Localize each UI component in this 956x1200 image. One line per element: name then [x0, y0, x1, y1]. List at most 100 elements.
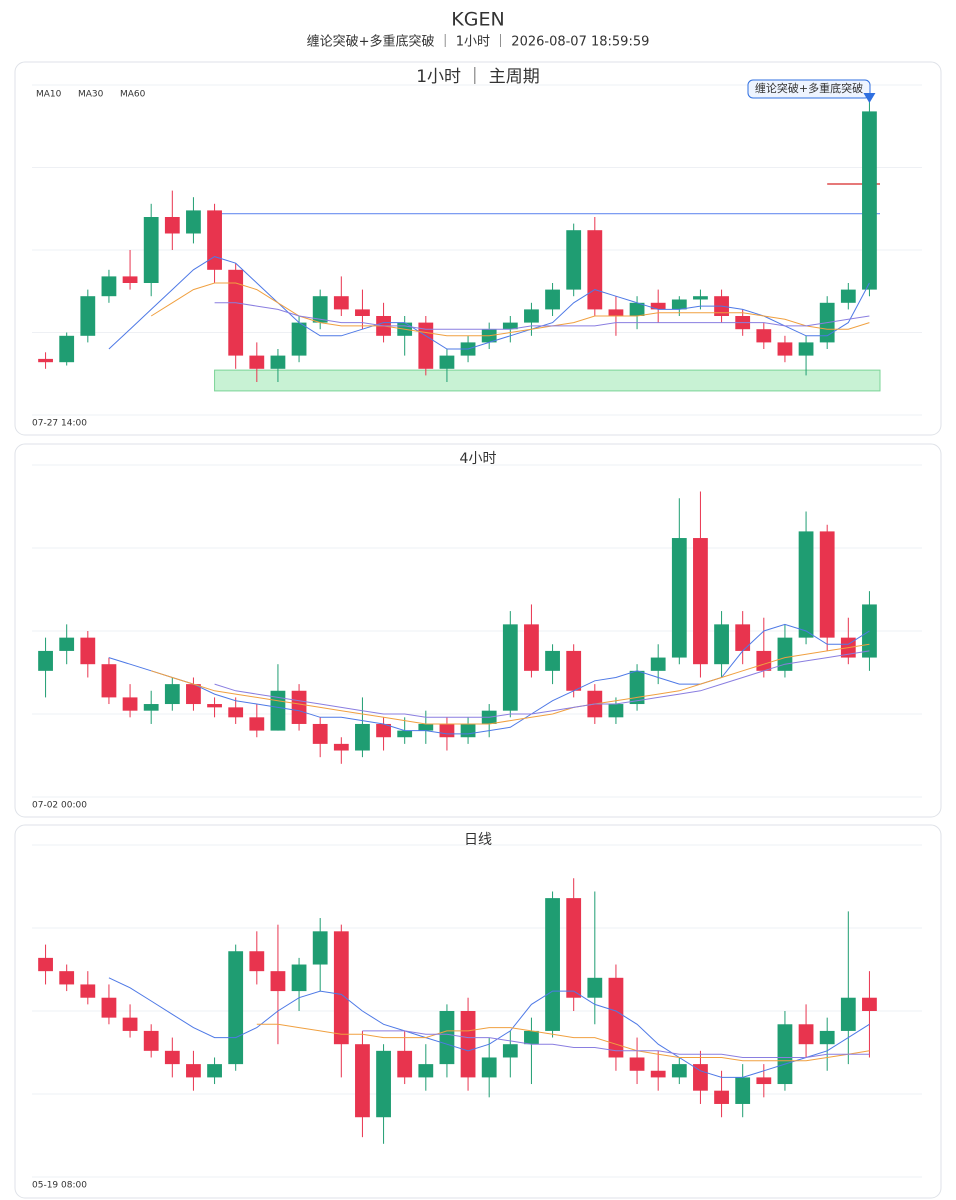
- candle-body: [418, 723, 434, 731]
- candle-body: [38, 650, 53, 671]
- candle-body: [80, 984, 96, 998]
- ma-line: [150, 282, 870, 337]
- candle-body: [502, 1044, 518, 1058]
- candle-body: [333, 296, 349, 310]
- candle-body: [608, 977, 624, 1058]
- candle-body: [777, 1024, 793, 1085]
- candle-body: [502, 322, 518, 330]
- candle-body: [164, 217, 180, 234]
- candle-body: [798, 531, 814, 638]
- candle-body: [439, 1011, 455, 1065]
- candle-body: [312, 931, 328, 965]
- legend-entry: MA30: [78, 90, 104, 100]
- candle-body: [545, 289, 560, 310]
- signal-badge: [747, 79, 871, 99]
- candle-body: [840, 997, 856, 1031]
- candle-body: [629, 670, 645, 705]
- candle-body: [355, 1044, 370, 1118]
- candle-body: [862, 111, 877, 290]
- candle-body: [735, 1077, 751, 1104]
- candle-body: [397, 1050, 413, 1078]
- candle-body: [608, 704, 624, 718]
- candle-body: [291, 964, 307, 992]
- candle-body: [397, 730, 413, 738]
- candle-body: [629, 1057, 645, 1071]
- panel-frame: [14, 443, 942, 818]
- candle-body: [756, 1077, 772, 1085]
- candle-body: [186, 1064, 201, 1078]
- ma-line: [151, 643, 870, 725]
- candle-body: [693, 538, 708, 665]
- panel-title: 4小时: [460, 451, 497, 467]
- candle-body: [756, 329, 772, 343]
- candle-body: [312, 296, 328, 323]
- ma-line: [214, 302, 870, 330]
- candle-body: [143, 1030, 159, 1051]
- candle-body: [355, 309, 370, 316]
- candle-body: [819, 531, 835, 638]
- candle-body: [80, 637, 96, 665]
- candle-body: [650, 302, 666, 310]
- candle-body: [186, 684, 201, 705]
- candle-body: [524, 1030, 539, 1045]
- candle-body: [249, 717, 265, 731]
- candle-body: [460, 1011, 476, 1078]
- support-zone: [214, 369, 881, 392]
- candle-body: [650, 1070, 666, 1078]
- candle-body: [376, 1050, 391, 1118]
- candle-body: [333, 931, 349, 1045]
- candle-body: [59, 335, 75, 363]
- ma-line: [108, 256, 870, 350]
- candle-body: [798, 1024, 814, 1045]
- candle-body: [629, 302, 645, 316]
- candle-body: [608, 309, 624, 316]
- candle-body: [228, 707, 244, 718]
- panel-frame: [14, 824, 942, 1199]
- candle-body: [566, 650, 582, 691]
- candle-body: [777, 342, 793, 356]
- candle-body: [524, 309, 539, 323]
- candle-body: [122, 697, 138, 711]
- candle-body: [587, 230, 603, 310]
- panel-frame: [14, 61, 942, 436]
- ma-line: [214, 650, 870, 718]
- ma-line: [108, 977, 870, 1078]
- x-tick-label: 05-19 08:00: [32, 1181, 87, 1191]
- candle-body: [101, 997, 117, 1018]
- candle-body: [186, 210, 201, 234]
- candle-body: [777, 637, 793, 671]
- candle-body: [798, 342, 814, 356]
- candle-body: [143, 217, 159, 283]
- candle-body: [735, 624, 751, 651]
- ma-line: [108, 623, 870, 735]
- candle-body: [439, 723, 455, 738]
- x-tick-label: 07-27 14:00: [32, 419, 87, 429]
- candle-body: [418, 1064, 434, 1078]
- candle-body: [291, 322, 307, 356]
- candle-body: [819, 1030, 835, 1045]
- candle-body: [249, 951, 265, 972]
- candle-body: [228, 269, 244, 356]
- candle-body: [566, 230, 582, 290]
- ma-line: [362, 1030, 870, 1058]
- candle-body: [143, 704, 159, 711]
- candle-body: [376, 723, 391, 738]
- candle-body: [101, 664, 117, 698]
- candle-body: [38, 358, 53, 363]
- page-title: KGEN: [451, 9, 504, 31]
- candle-body: [270, 355, 286, 369]
- candle-body: [545, 650, 560, 671]
- candle-body: [671, 1064, 687, 1078]
- signal-badge-text: 缠论突破+多重底突破: [755, 81, 863, 95]
- candle-body: [270, 690, 286, 731]
- candle-body: [460, 723, 476, 738]
- candle-body: [333, 743, 349, 751]
- panel-title: 1小时 ｜ 主周期: [416, 67, 540, 87]
- candle-body: [122, 276, 138, 283]
- candle-body: [756, 650, 772, 671]
- candle-body: [249, 355, 265, 369]
- candle-body: [524, 624, 539, 671]
- candle-body: [545, 898, 560, 1031]
- candle-body: [228, 951, 244, 1065]
